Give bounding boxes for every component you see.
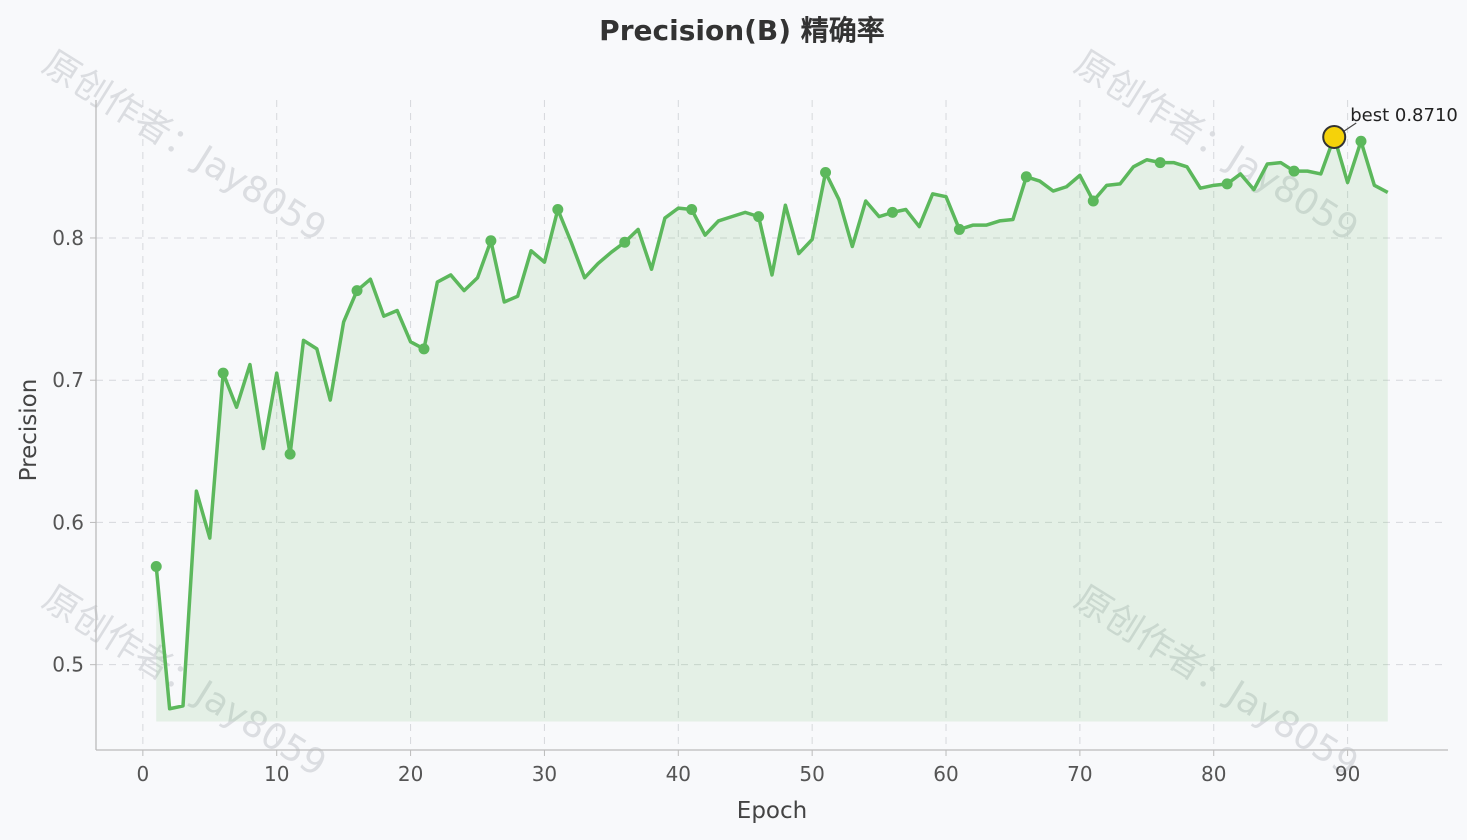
y-axis-label: Precision [16,379,42,482]
y-tick-labels: 0.5 0.6 0.7 0.8 [52,226,96,677]
best-marker [1322,124,1347,149]
data-point [150,561,162,573]
best-label: best 0.8710 [1350,105,1458,126]
y-tick-label: 0.6 [52,510,84,534]
data-point [753,211,765,223]
x-tick-labels: 0 10 20 30 40 50 60 70 80 90 [136,750,1360,786]
y-tick-label: 0.7 [52,368,84,392]
data-point [418,343,430,355]
axes [95,100,1448,751]
x-tick-label: 90 [1335,762,1360,786]
data-point [351,285,363,297]
x-tick-label: 10 [264,762,289,786]
data-point [217,367,229,379]
data-point [552,204,564,216]
x-tick-label: 20 [398,762,423,786]
x-tick-label: 60 [933,762,958,786]
best-arrow [1343,122,1357,132]
data-point [953,223,965,235]
data-point [485,235,497,247]
data-point [1154,157,1166,169]
x-axis-label: Epoch [737,798,807,824]
x-tick-label: 0 [136,762,149,786]
data-point [284,448,296,460]
x-tick-label: 30 [532,762,557,786]
series-line-layer [154,135,1389,711]
best-annotation: best 0.8710 [1322,105,1458,149]
area-fill [156,136,1388,722]
data-point [686,204,698,216]
data-point [619,236,631,248]
data-point [1288,165,1300,177]
y-tick-label: 0.5 [52,653,84,677]
grid-lines [96,100,1448,750]
x-tick-label: 40 [666,762,691,786]
data-point [1221,178,1233,190]
data-point [1087,195,1099,207]
x-tick-label: 70 [1067,762,1092,786]
data-point [1355,135,1367,147]
chart-title: Precision(B) 精确率 [599,14,885,47]
x-tick-label: 50 [799,762,824,786]
precision-line [154,135,1389,711]
y-tick-label: 0.8 [52,226,84,250]
watermark-text: 原创作者：Jay8059 [35,43,333,250]
x-tick-label: 80 [1201,762,1226,786]
area-fill-layer [156,136,1388,722]
data-points-layer [150,135,1367,573]
data-point [1020,171,1032,183]
data-point [820,167,832,179]
data-point [886,206,898,218]
